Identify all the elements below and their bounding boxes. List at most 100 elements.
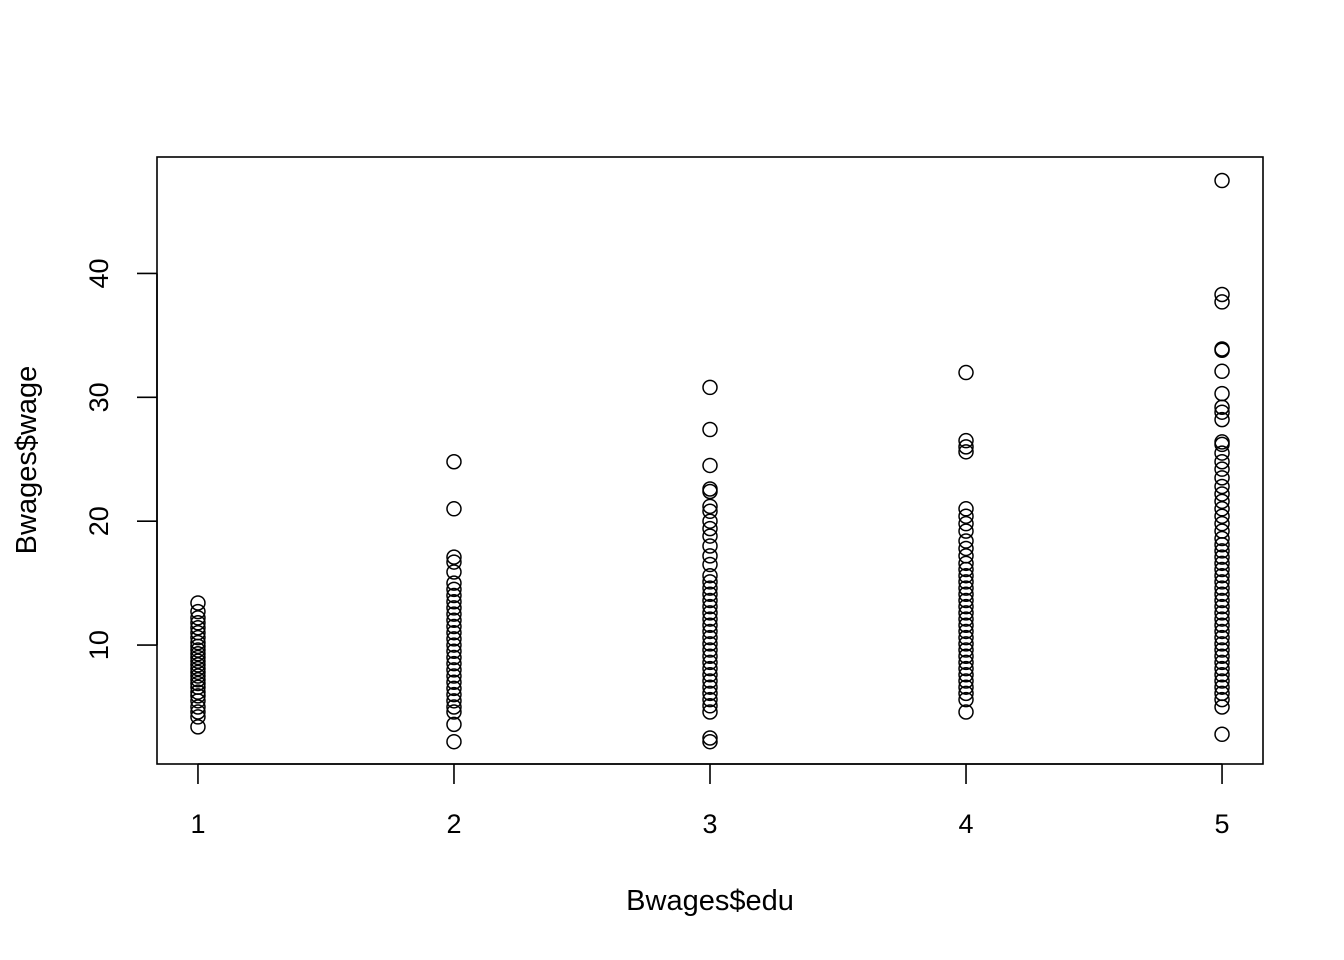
data-point <box>446 693 462 709</box>
data-point <box>446 680 462 697</box>
data-point <box>958 567 974 584</box>
data-point <box>702 481 718 497</box>
data-point <box>1214 691 1230 708</box>
data-point <box>958 592 974 609</box>
data-point <box>702 636 718 652</box>
data-point <box>958 679 974 695</box>
data-point <box>958 685 974 702</box>
data-points <box>190 172 1230 750</box>
data-point <box>958 598 974 615</box>
data-point <box>702 513 718 529</box>
data-point <box>190 624 206 641</box>
data-point <box>446 453 462 470</box>
data-point <box>702 679 718 695</box>
data-point <box>1214 286 1230 303</box>
data-point <box>446 668 462 684</box>
data-point <box>1214 592 1230 609</box>
data-point <box>1214 673 1230 689</box>
data-point <box>958 444 974 460</box>
data-point <box>702 503 718 520</box>
x-tick-label: 2 <box>446 809 461 839</box>
data-point <box>190 704 206 720</box>
data-point <box>446 501 462 517</box>
data-point <box>446 549 462 565</box>
data-point <box>446 716 462 733</box>
data-point <box>702 685 718 702</box>
data-point <box>1214 667 1230 683</box>
data-point <box>958 611 974 627</box>
data-point <box>958 605 974 621</box>
data-point <box>958 704 974 720</box>
data-point <box>702 498 718 515</box>
data-point <box>958 629 974 646</box>
data-point <box>702 660 718 677</box>
data-point <box>446 593 462 610</box>
data-point <box>1214 515 1230 532</box>
data-point <box>958 691 974 708</box>
data-point <box>958 660 974 677</box>
data-point <box>1214 411 1230 428</box>
data-point <box>190 595 206 611</box>
data-point <box>1214 555 1230 572</box>
data-point <box>1214 605 1230 621</box>
data-point <box>190 709 206 725</box>
x-tick-label: 4 <box>959 809 974 839</box>
data-point <box>446 554 462 570</box>
data-point <box>958 642 974 658</box>
data-point <box>446 637 462 653</box>
data-point <box>702 556 718 573</box>
data-point <box>958 654 974 671</box>
data-point <box>702 538 718 554</box>
data-point <box>702 667 718 683</box>
data-point <box>702 673 718 689</box>
data-point <box>1214 385 1230 402</box>
data-point <box>958 515 974 532</box>
data-point <box>190 629 206 646</box>
data-point <box>1214 172 1230 189</box>
data-point <box>702 567 718 584</box>
data-point <box>1214 493 1230 510</box>
data-point <box>702 617 718 634</box>
data-point <box>190 649 206 666</box>
data-point <box>1214 294 1230 310</box>
data-point <box>1214 434 1230 450</box>
data-point <box>190 664 206 681</box>
data-point <box>958 574 974 590</box>
data-point <box>958 523 974 539</box>
data-point <box>190 675 206 692</box>
data-point <box>190 719 206 735</box>
data-point <box>1214 530 1230 547</box>
data-point <box>958 623 974 640</box>
data-point <box>190 657 206 673</box>
data-point <box>1214 461 1230 477</box>
data-point <box>702 733 718 750</box>
data-point <box>446 649 462 666</box>
data-point <box>1214 341 1230 357</box>
data-point <box>958 673 974 689</box>
data-point <box>958 508 974 524</box>
data-point <box>702 648 718 664</box>
data-point <box>446 686 462 703</box>
y-tick-label: 10 <box>84 630 114 660</box>
data-point <box>446 575 462 591</box>
data-point <box>446 674 462 690</box>
data-point <box>1214 363 1230 380</box>
data-point <box>1214 470 1230 486</box>
data-point <box>190 653 206 669</box>
data-point <box>446 612 462 629</box>
data-point <box>446 655 462 672</box>
data-point <box>958 580 974 596</box>
data-point <box>190 603 206 620</box>
data-point <box>190 610 206 626</box>
data-point <box>702 598 718 615</box>
data-point <box>1214 623 1230 640</box>
data-point <box>446 624 462 641</box>
data-point <box>1214 561 1230 578</box>
data-point <box>190 642 206 658</box>
data-point <box>702 421 718 438</box>
data-point <box>446 631 462 647</box>
data-point <box>446 662 462 678</box>
data-point <box>1214 679 1230 695</box>
data-point <box>1214 617 1230 634</box>
